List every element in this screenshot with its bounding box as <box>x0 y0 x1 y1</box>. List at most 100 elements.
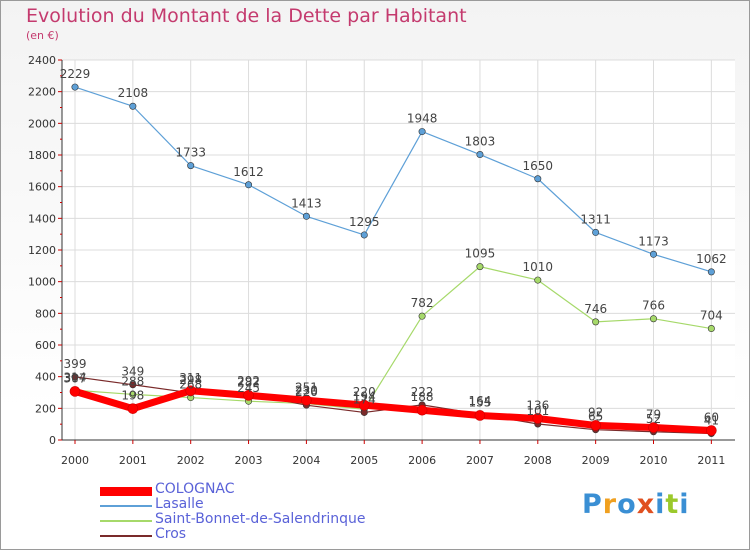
y-tick-label: 800 <box>35 307 56 320</box>
x-tick-label: 2008 <box>524 454 552 467</box>
chart-title: Evolution du Montant de la Dette par Hab… <box>26 5 467 27</box>
series-line-COLOGNAC <box>71 387 715 434</box>
proxiti-logo: Proxiti <box>582 489 690 520</box>
logo-letter: o <box>617 489 637 520</box>
data-label-Saint-Bonnet-de-Salendrinque: 288 <box>121 374 144 388</box>
data-label-Cros: 65 <box>588 410 603 424</box>
data-label-Saint-Bonnet-de-Salendrinque: 782 <box>411 296 434 310</box>
x-tick-label: 2002 <box>177 454 205 467</box>
y-tick-label: 2200 <box>28 86 56 99</box>
legend-swatch <box>100 520 152 522</box>
data-label-COLOGNAC: 251 <box>295 380 318 394</box>
data-point-COLOGNAC <box>185 385 196 397</box>
data-label-COLOGNAC: 307 <box>64 371 87 385</box>
data-label-Cros: 101 <box>526 404 549 418</box>
data-label-Lasalle: 1612 <box>233 165 264 179</box>
data-label-Saint-Bonnet-de-Salendrinque: 1010 <box>523 260 554 274</box>
data-label-Cros: 349 <box>121 365 144 379</box>
data-point-Lasalle <box>592 228 600 236</box>
data-label-Lasalle: 2229 <box>60 67 91 81</box>
data-point-Lasalle <box>476 151 484 159</box>
data-label-COLOGNAC: 155 <box>468 395 491 409</box>
y-tick-label: 1800 <box>28 149 56 162</box>
data-label-Lasalle: 1803 <box>465 135 496 149</box>
data-label-COLOGNAC: 188 <box>411 390 434 404</box>
legend-label: Cros <box>155 526 187 542</box>
logo-letter: t <box>665 489 680 520</box>
data-label-Lasalle: 1948 <box>407 112 438 126</box>
data-label-Saint-Bonnet-de-Salendrinque: 268 <box>179 378 202 392</box>
y-tick-label: 200 <box>35 402 56 415</box>
data-point-Lasalle <box>71 83 79 91</box>
data-point-Lasalle <box>129 102 137 110</box>
data-label-Cros: 164 <box>468 394 491 408</box>
data-label-COLOGNAC: 220 <box>353 385 376 399</box>
data-label-Saint-Bonnet-de-Salendrinque: 766 <box>642 299 665 313</box>
data-label-Cros: 220 <box>295 385 318 399</box>
data-point-Lasalle <box>649 250 657 258</box>
legend-swatch <box>100 535 152 537</box>
data-label-COLOGNAC: 60 <box>704 411 719 425</box>
data-label-Cros: 292 <box>237 374 260 388</box>
data-point-Lasalle <box>302 212 310 220</box>
data-point-Saint-Bonnet-de-Salendrinque <box>592 318 600 326</box>
data-point-Lasalle <box>187 162 195 170</box>
data-label-COLOGNAC: 136 <box>526 398 549 412</box>
legend-label: Lasalle <box>155 496 204 512</box>
data-point-Lasalle <box>534 175 542 183</box>
data-point-COLOGNAC <box>532 413 544 424</box>
logo-letter: i <box>679 489 690 520</box>
x-tick-label: 2007 <box>466 454 494 467</box>
x-tick-label: 2005 <box>350 454 378 467</box>
data-point-Cros <box>129 381 137 389</box>
legend-label: COLOGNAC <box>155 481 235 497</box>
data-label-Saint-Bonnet-de-Salendrinque: 746 <box>584 302 607 316</box>
data-label-COLOGNAC: 79 <box>646 407 661 421</box>
legend-swatch <box>100 505 152 507</box>
legend-label: Saint-Bonnet-de-Salendrinque <box>155 511 366 527</box>
data-label-Lasalle: 1173 <box>638 234 669 248</box>
data-point-COLOGNAC <box>243 390 254 401</box>
data-point-Lasalle <box>245 181 253 189</box>
data-label-Cros: 399 <box>64 357 87 371</box>
y-tick-label: 0 <box>49 434 56 447</box>
x-tick-label: 2010 <box>640 454 668 467</box>
data-label-Lasalle: 2108 <box>118 86 149 100</box>
data-label-Cros: 52 <box>646 412 661 426</box>
data-label-Saint-Bonnet-de-Salendrinque: 230 <box>295 384 318 398</box>
x-tick-label: 2011 <box>697 454 725 467</box>
y-tick-label: 400 <box>35 371 56 384</box>
data-label-Cros: 298 <box>179 373 202 387</box>
data-point-Saint-Bonnet-de-Salendrinque <box>649 315 657 323</box>
data-label-Cros: 222 <box>411 385 434 399</box>
data-point-COLOGNAC <box>127 403 139 414</box>
data-point-Lasalle <box>707 268 715 276</box>
chart-unit: (en €) <box>26 29 59 42</box>
data-label-Lasalle: 1650 <box>523 159 554 173</box>
data-point-Lasalle <box>360 231 368 239</box>
data-label-COLOGNAC: 198 <box>121 389 144 403</box>
data-label-Saint-Bonnet-de-Salendrinque: 194 <box>353 389 376 403</box>
x-tick-label: 2009 <box>582 454 610 467</box>
data-point-COLOGNAC <box>590 420 601 431</box>
data-label-COLOGNAC: 92 <box>588 405 603 419</box>
data-point-COLOGNAC <box>648 422 659 433</box>
data-point-COLOGNAC <box>706 425 717 436</box>
data-point-Saint-Bonnet-de-Salendrinque <box>707 325 715 333</box>
x-tick-label: 2003 <box>235 454 263 467</box>
data-label-Lasalle: 1733 <box>175 146 206 160</box>
data-label-Saint-Bonnet-de-Salendrinque: 245 <box>237 381 260 395</box>
y-tick-label: 600 <box>35 339 56 352</box>
data-point-COLOGNAC <box>301 394 312 406</box>
data-label-Cros: 174 <box>353 392 376 406</box>
logo-letter: x <box>636 489 656 520</box>
y-tick-label: 1400 <box>28 212 56 225</box>
data-label-COLOGNAC: 282 <box>237 375 260 389</box>
y-tick-label: 1600 <box>28 181 56 194</box>
data-point-Saint-Bonnet-de-Salendrinque <box>534 276 542 284</box>
y-tick-label: 1000 <box>28 276 56 289</box>
data-label-Lasalle: 1311 <box>580 212 611 226</box>
x-tick-label: 2000 <box>61 454 89 467</box>
data-label-Saint-Bonnet-de-Salendrinque: 704 <box>700 309 723 323</box>
